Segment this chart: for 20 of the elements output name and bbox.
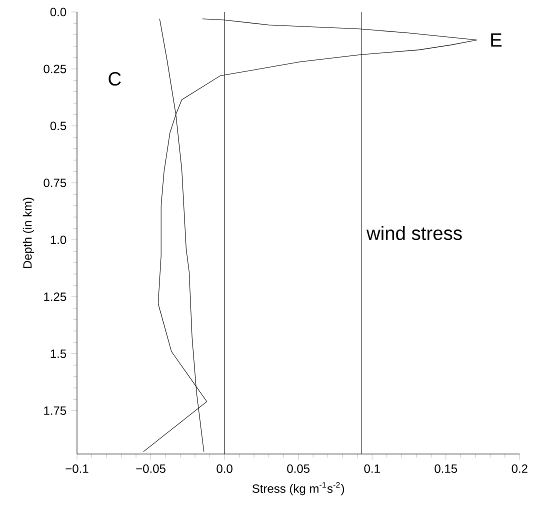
y-tick-label: 0.75	[44, 178, 66, 188]
y-tick-label: 1.75	[44, 406, 66, 415]
y-tick-label: 1.5	[50, 350, 66, 358]
x-tick-label: 0.15	[434, 464, 458, 473]
y-axis-title: Depth (in km)	[22, 198, 34, 268]
x-tick-label: 0.1	[364, 464, 380, 473]
x-tick-label: −0.05	[136, 464, 166, 473]
y-tick-label: 1.0	[50, 236, 66, 244]
y-tick-label: 1.25	[44, 292, 66, 302]
ref-line-label: wind stress	[366, 226, 462, 240]
x-axis-title: Stress (kg m$^{-1}$s$^{-2}$)	[252, 482, 344, 496]
series-label: E	[491, 33, 502, 47]
y-tick-label: 0.0	[50, 8, 66, 16]
x-tick-label: 0.0	[216, 464, 232, 473]
x-tick-label: 0.2	[512, 464, 528, 473]
text: C	[108, 72, 121, 86]
y-tick-label: 0.25	[44, 64, 66, 74]
y-tick-label: 0.5	[50, 122, 66, 130]
x-tick-label: −0.1	[66, 464, 88, 473]
x-tick-label: 0.05	[287, 464, 310, 473]
